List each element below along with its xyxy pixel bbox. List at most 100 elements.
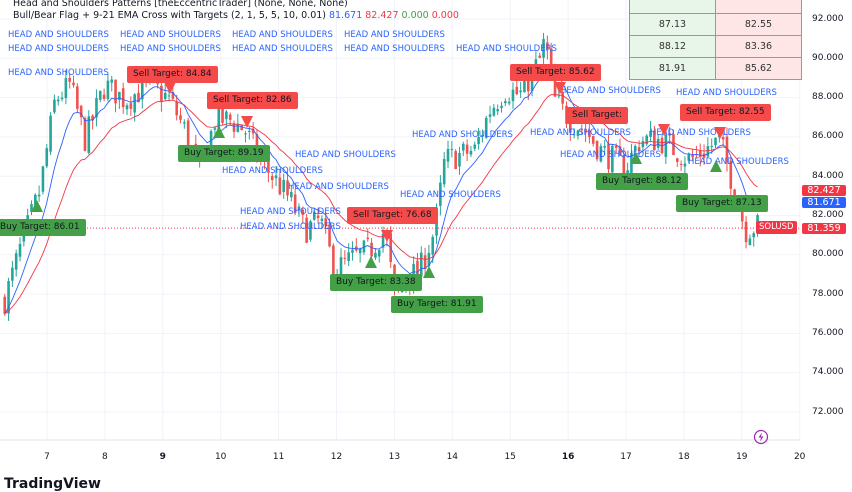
candle-body [312,211,316,220]
x-tick-label: 9 [159,452,166,462]
candle-body [569,123,572,133]
x-tick-label: 19 [736,452,748,462]
head-and-shoulders-label: HEAD AND SHOULDERS [295,150,396,160]
candle-body [561,91,564,104]
symbol-label: SOLUSD [756,221,797,234]
x-tick-label: 11 [272,452,285,462]
candle-body [504,101,507,104]
candle-body [706,146,710,157]
x-tick-label: 16 [561,452,575,462]
candle-body [301,209,305,215]
candle-body [186,120,190,149]
candle-body [68,77,71,82]
candle-body [18,243,22,257]
sell-cell: 83.36 [715,35,802,58]
candle-body [64,78,68,99]
candle-body [7,281,10,314]
buy-signal-icon [213,126,225,138]
candle-body [496,109,499,112]
candle-body [431,236,435,255]
candle-body [343,257,347,259]
candle-body [622,154,626,180]
head-and-shoulders-label: HEAD AND SHOULDERS [530,128,631,138]
candle-body [637,147,641,152]
candle-body [347,252,350,262]
candle-body [133,94,136,113]
buy-target-label: Buy Target: 87.13 [676,195,768,212]
y-tick-label: 86.000 [812,131,844,142]
sell-signal-icon [381,230,393,242]
candle-body [507,101,511,104]
x-tick-label: 14 [446,452,459,462]
head-and-shoulders-label: HEAD AND SHOULDERS [400,190,501,200]
candle-body [91,115,94,121]
candle-body [79,105,83,118]
candle-body [72,82,75,86]
candle-body [523,74,526,93]
candle-body [653,130,656,151]
candle-body [53,99,56,113]
candle-body [274,175,278,179]
candle-body [450,148,454,150]
x-tick-label: 17 [620,452,632,462]
candle-body [251,128,255,134]
sell-target-label: Sell Target: 82.55 [680,104,771,121]
head-and-shoulders-label: HEAD AND SHOULDERS [688,157,789,167]
candle-body [465,144,469,154]
candle-body [511,89,515,102]
buy-target-label: Buy Target: 88.12 [596,173,688,190]
candle-body [324,218,328,227]
legend-hs-indicator: Head and Shoulders Patterns [theEccentri… [13,0,348,9]
candle-body [633,145,637,152]
candle-body [740,208,744,222]
candle-body [41,166,45,192]
legend-value-ema9: 81.671 [329,10,363,21]
sell-target-label: Sell Target: 76.68 [347,207,438,224]
candle-body [492,107,496,116]
candle-body [377,250,381,257]
candle-body [481,135,484,137]
candle-body [114,79,117,104]
legend-flag-indicator: Bull/Bear Flag + 9-21 EMA Cross with Tar… [13,10,459,21]
candle-body [297,206,301,211]
candle-body [370,242,373,257]
head-and-shoulders-label: HEAD AND SHOULDERS [560,150,661,160]
candle-body [683,163,687,167]
sell-signal-icon [714,127,726,139]
candle-body [618,146,622,156]
lightning-icon[interactable] [753,429,769,445]
candle-body [11,267,14,281]
candle-body [744,221,748,243]
candle-body [309,221,312,240]
candle-body [614,146,618,148]
legend-flag-title: Bull/Bear Flag + 9-21 EMA Cross with Tar… [13,10,327,21]
candle-body [121,88,125,108]
x-tick-label: 10 [214,452,227,462]
candle-body [267,159,270,173]
candle-body [442,158,446,185]
candle-body [664,134,668,157]
candle-body [526,75,530,92]
buy-signal-icon [365,256,377,268]
candle-body [366,237,370,240]
candle-body [110,79,114,83]
candle-body [488,114,492,117]
sell-signal-icon [164,82,176,94]
candle-body [725,136,729,163]
candle-body [232,123,236,132]
candle-body [546,42,549,50]
buy-target-label: Buy Target: 83.38 [330,274,422,291]
candle-body [125,105,129,110]
candle-body [95,98,98,118]
head-and-shoulders-label: HEAD AND SHOULDERS [232,30,333,40]
y-tick-label: 84.000 [812,170,844,181]
candle-body [221,107,224,123]
candle-body [362,240,366,253]
candle-body [60,97,64,100]
candle-body [462,143,465,151]
buy-target-label: Buy Target: 81.91 [391,296,483,313]
candle-body [209,131,213,156]
candle-body [248,130,251,132]
candle-body [591,136,595,144]
y-tick-label: 82.000 [812,210,844,220]
